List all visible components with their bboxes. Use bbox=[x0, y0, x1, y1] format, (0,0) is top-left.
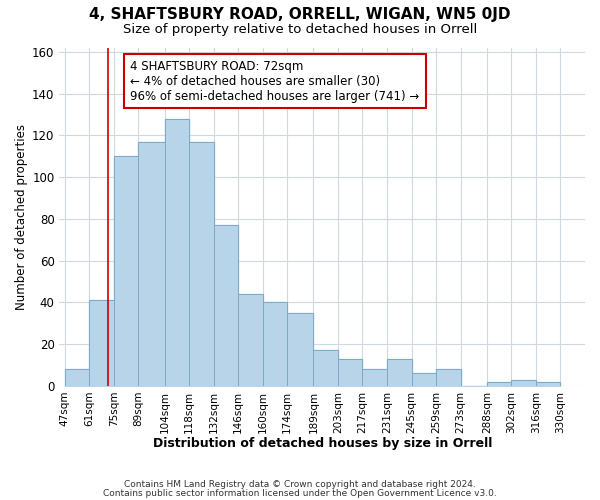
X-axis label: Distribution of detached houses by size in Orrell: Distribution of detached houses by size … bbox=[152, 437, 492, 450]
Text: 4, SHAFTSBURY ROAD, ORRELL, WIGAN, WN5 0JD: 4, SHAFTSBURY ROAD, ORRELL, WIGAN, WN5 0… bbox=[89, 8, 511, 22]
Y-axis label: Number of detached properties: Number of detached properties bbox=[15, 124, 28, 310]
Text: Contains HM Land Registry data © Crown copyright and database right 2024.: Contains HM Land Registry data © Crown c… bbox=[124, 480, 476, 489]
Text: Contains public sector information licensed under the Open Government Licence v3: Contains public sector information licen… bbox=[103, 489, 497, 498]
Text: Size of property relative to detached houses in Orrell: Size of property relative to detached ho… bbox=[123, 22, 477, 36]
Text: 4 SHAFTSBURY ROAD: 72sqm
← 4% of detached houses are smaller (30)
96% of semi-de: 4 SHAFTSBURY ROAD: 72sqm ← 4% of detache… bbox=[130, 60, 419, 102]
